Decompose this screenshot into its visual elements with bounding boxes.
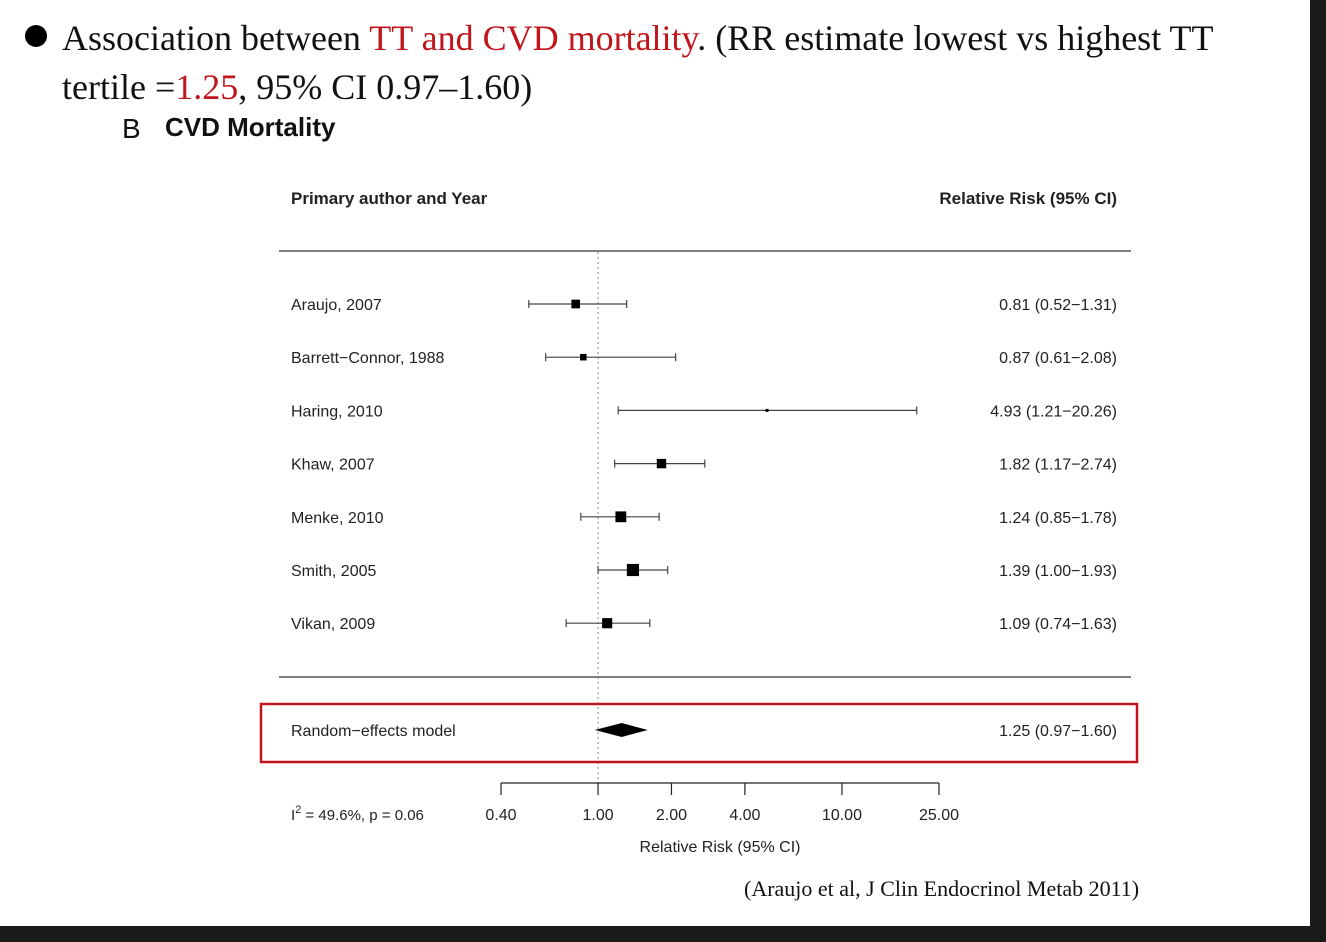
- study-estimate: 1.09 (0.74−1.63): [999, 616, 1117, 633]
- summary-highlight-box: [259, 702, 1139, 764]
- summary-label: Random−effects model: [291, 723, 456, 740]
- bullet-highlight-1: TT and CVD mortality: [369, 18, 698, 58]
- study-estimate: 0.87 (0.61−2.08): [999, 350, 1117, 367]
- study-label: Khaw, 2007: [291, 457, 375, 474]
- study-estimate: 1.24 (0.85−1.78): [999, 510, 1117, 527]
- bullet-text-3: , 95% CI 0.97–1.60): [238, 67, 533, 107]
- bullet-dot: [25, 25, 47, 47]
- study-point: [615, 511, 627, 523]
- slide-edge-bottom: [0, 926, 1326, 942]
- bullet-text-2: . (RR estimate lowest vs highest TT tert…: [62, 18, 1213, 107]
- study-point: [602, 618, 613, 629]
- heterogeneity-stat: I2 = 49.6%, p = 0.06: [291, 804, 424, 824]
- study-label: Araujo, 2007: [291, 297, 382, 314]
- x-tick-label: 0.40: [485, 807, 516, 824]
- study-label: Smith, 2005: [291, 563, 376, 580]
- study-point: [580, 353, 587, 361]
- bullet-highlight-2: 1.25: [175, 67, 239, 107]
- study-label: Vikan, 2009: [291, 616, 375, 633]
- x-tick-label: 1.00: [582, 807, 613, 824]
- slide-edge-right: [1310, 0, 1326, 942]
- study-point: [626, 563, 640, 577]
- x-tick-label: 10.00: [822, 807, 862, 824]
- header-right: Relative Risk (95% CI): [939, 189, 1117, 208]
- study-estimate: 4.93 (1.21−20.26): [990, 403, 1117, 420]
- study-point: [571, 299, 581, 309]
- study-estimate: 1.39 (1.00−1.93): [999, 563, 1117, 580]
- study-point: [656, 458, 667, 469]
- x-axis-label: Relative Risk (95% CI): [640, 839, 801, 856]
- summary-diamond: [594, 723, 648, 737]
- study-label: Menke, 2010: [291, 510, 384, 527]
- citation: (Araujo et al, J Clin Endocrinol Metab 2…: [744, 876, 1140, 901]
- panel-letter: B: [122, 113, 141, 144]
- study-estimate: 0.81 (0.52−1.31): [999, 297, 1117, 314]
- study-label: Haring, 2010: [291, 403, 383, 420]
- x-tick-label: 2.00: [656, 807, 687, 824]
- x-tick-label: 4.00: [729, 807, 760, 824]
- x-tick-label: 25.00: [919, 807, 959, 824]
- study-estimate: 1.82 (1.17−2.74): [999, 457, 1117, 474]
- study-label: Barrett−Connor, 1988: [291, 350, 445, 367]
- header-left: Primary author and Year: [291, 189, 488, 208]
- study-point: [765, 408, 769, 412]
- summary-estimate: 1.25 (0.97−1.60): [999, 723, 1117, 740]
- bullet-text-1: Association between: [62, 18, 370, 58]
- panel-title: CVD Mortality: [165, 112, 336, 142]
- bullet-text: Association between TT and CVD mortality…: [62, 14, 1302, 112]
